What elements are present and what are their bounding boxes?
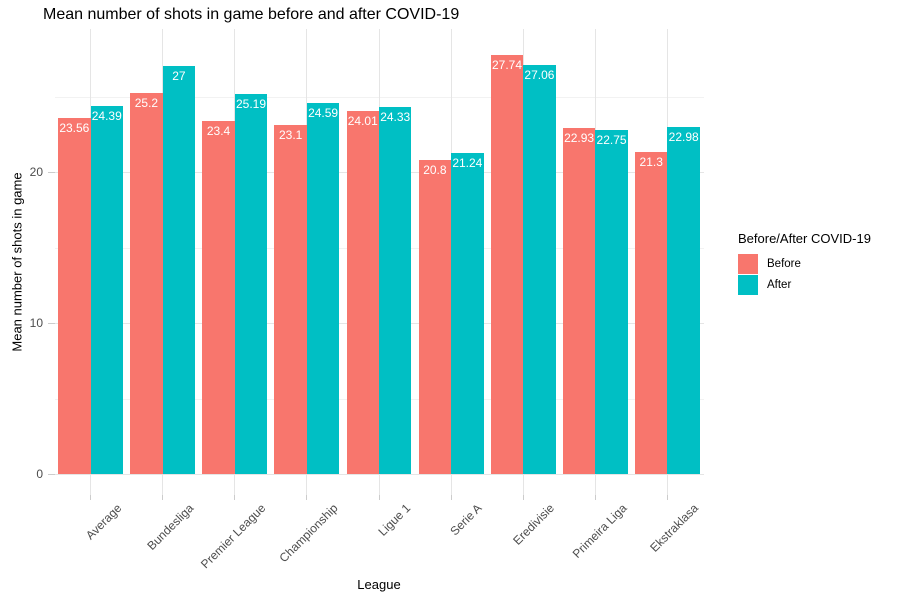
x-tick-label-primeira-liga: Primeira Liga xyxy=(569,501,630,561)
bar-after-average xyxy=(90,105,123,474)
bar-after-eredivisie xyxy=(523,65,556,474)
bar-label-before-primeira-liga: 22.93 xyxy=(564,130,595,145)
bar-label-after-premier-league: 25.19 xyxy=(235,96,266,111)
bar-after-ekstraklasa xyxy=(667,127,700,474)
legend-item-before: Before xyxy=(738,254,871,274)
legend-label-before: Before xyxy=(767,258,801,270)
x-tick-premier-league xyxy=(234,495,236,500)
y-tick-label-10: 10 xyxy=(29,316,43,330)
legend-swatch-before xyxy=(738,254,758,274)
x-tick-championship xyxy=(306,495,308,500)
bar-before-eredivisie xyxy=(490,55,524,474)
x-tick-eredivisie xyxy=(522,495,524,500)
x-tick-label-serie-a: Serie A xyxy=(447,501,486,539)
bar-label-after-primeira-liga: 22.75 xyxy=(596,133,627,148)
bar-label-before-bundesliga: 25.2 xyxy=(134,96,159,111)
bar-label-after-serie-a: 21.24 xyxy=(452,156,483,171)
bar-after-bundesliga xyxy=(162,66,196,474)
bar-label-after-ligue-1: 24.33 xyxy=(380,109,411,124)
bar-label-after-ekstraklasa: 22.98 xyxy=(668,130,699,144)
bar-label-before-ekstraklasa: 21.3 xyxy=(639,155,663,170)
bar-label-before-premier-league: 23.4 xyxy=(206,123,231,138)
bar-label-before-serie-a: 20.8 xyxy=(423,162,447,177)
x-tick-label-bundesliga: Bundesliga xyxy=(144,501,197,553)
bar-label-before-championship: 23.1 xyxy=(278,128,303,143)
bar-before-average xyxy=(58,118,91,474)
y-tick-label-0: 0 xyxy=(36,467,43,481)
legend-item-after: After xyxy=(738,275,871,295)
bar-after-ligue-1 xyxy=(379,106,412,474)
legend-label-after: After xyxy=(767,279,792,291)
bar-label-after-average: 24.39 xyxy=(91,108,122,123)
y-tick-20 xyxy=(47,172,55,173)
x-tick-label-premier-league: Premier League xyxy=(198,501,269,572)
bar-before-ekstraklasa xyxy=(634,152,668,474)
bar-before-primeira-liga xyxy=(562,127,596,474)
bar-label-after-eredivisie: 27.06 xyxy=(524,68,555,83)
x-axis-title: League xyxy=(357,577,401,592)
chart-title: Mean number of shots in game before and … xyxy=(43,6,460,23)
bar-before-bundesliga xyxy=(130,93,163,474)
y-tick-0 xyxy=(47,474,55,475)
x-tick-label-championship: Championship xyxy=(276,501,341,566)
bar-label-before-average: 23.56 xyxy=(59,121,90,136)
x-tick-label-average: Average xyxy=(83,501,125,543)
bar-label-after-bundesliga: 27 xyxy=(172,69,186,84)
legend: Before/After COVID-19 Before After xyxy=(738,231,871,296)
bar-after-championship xyxy=(306,102,340,474)
bar-label-before-ligue-1: 24.01 xyxy=(347,114,378,129)
x-tick-serie-a xyxy=(450,495,452,500)
bar-before-ligue-1 xyxy=(346,111,379,474)
bar-before-championship xyxy=(274,125,307,474)
bar-label-before-eredivisie: 27.74 xyxy=(491,58,522,73)
bar-after-premier-league xyxy=(234,93,268,474)
x-tick-ekstraklasa xyxy=(666,495,668,500)
x-tick-label-ligue-1: Ligue 1 xyxy=(375,501,413,539)
y-tick-10 xyxy=(47,323,55,324)
x-tick-ligue-1 xyxy=(378,495,380,500)
bar-label-after-championship: 24.59 xyxy=(308,105,339,120)
x-tick-label-eredivisie: Eredivisie xyxy=(510,501,558,548)
x-tick-bundesliga xyxy=(162,495,164,500)
legend-swatch-after xyxy=(738,275,758,295)
y-tick-label-20: 20 xyxy=(29,165,43,179)
bar-before-serie-a xyxy=(418,159,452,474)
legend-title: Before/After COVID-19 xyxy=(738,231,871,246)
bar-after-primeira-liga xyxy=(595,130,628,474)
bar-before-premier-league xyxy=(202,120,235,474)
bar-after-serie-a xyxy=(451,153,484,474)
x-tick-label-ekstraklasa: Ekstraklasa xyxy=(647,501,702,555)
x-tick-primeira-liga xyxy=(594,495,596,500)
x-tick-average xyxy=(90,495,92,500)
plot-panel: 23.56 25.2 23.4 23.1 24.01 20.8 27.74 22.93 21.3… xyxy=(54,29,704,495)
